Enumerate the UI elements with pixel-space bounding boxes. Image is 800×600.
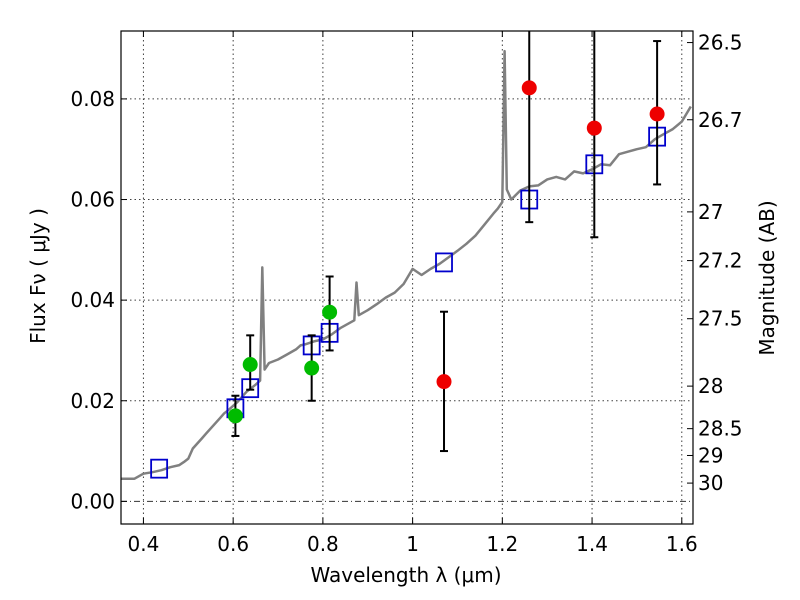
photometry-point: [322, 304, 338, 320]
x-tick-label: 1.6: [666, 532, 698, 556]
y-tick-label: 0.06: [70, 188, 115, 212]
series-layer: [121, 31, 692, 480]
right-tick-label: 27.5: [698, 307, 743, 331]
photometry-point: [227, 408, 243, 424]
y-tick-label: 0.04: [70, 288, 115, 312]
right-tick-label: 27.2: [698, 249, 743, 273]
right-tick-label: 30: [698, 471, 723, 495]
x-axis-title: Wavelength λ (μm): [310, 563, 501, 587]
right-tick-label: 27: [698, 200, 723, 224]
plot-frame: [120, 30, 694, 525]
y-tick-label: 0.08: [70, 87, 115, 111]
right-tick-label: 28: [698, 374, 723, 398]
axis-ticks: 0.4 0.6 0.8 1 1.2 1.4 1.6 0.00 0.02 0.04 0.06 0.08 2…: [70, 31, 742, 556]
photometry-point: [521, 80, 537, 96]
photometry-point: [586, 120, 602, 136]
x-tick-label: 0.6: [217, 532, 249, 556]
y-axis-title-right: Magnitude (AB): [755, 200, 779, 355]
x-tick-label: 1.2: [486, 532, 518, 556]
x-tick-label: 1.4: [576, 532, 608, 556]
photometry-point: [436, 374, 452, 390]
photometry-point: [242, 357, 258, 373]
model-square-marker: [435, 252, 453, 273]
photometry-point: [649, 106, 665, 122]
right-tick-label: 29: [698, 443, 723, 467]
photometry-point: [304, 360, 320, 376]
right-tick-label: 28.5: [698, 417, 743, 441]
model-square-marker: [150, 458, 169, 479]
y-tick-label: 0.02: [70, 389, 115, 413]
spectrum-line: [121, 49, 692, 480]
grid: [121, 31, 693, 524]
x-tick-label: 0.4: [128, 532, 160, 556]
y-tick-label: 0.00: [70, 489, 115, 513]
y-axis-title: Flux Fν ( μJy ): [26, 208, 50, 344]
right-tick-label: 26.7: [698, 108, 743, 132]
x-tick-label: 1: [406, 532, 419, 556]
right-tick-label: 26.5: [698, 31, 743, 55]
x-tick-label: 0.8: [307, 532, 339, 556]
